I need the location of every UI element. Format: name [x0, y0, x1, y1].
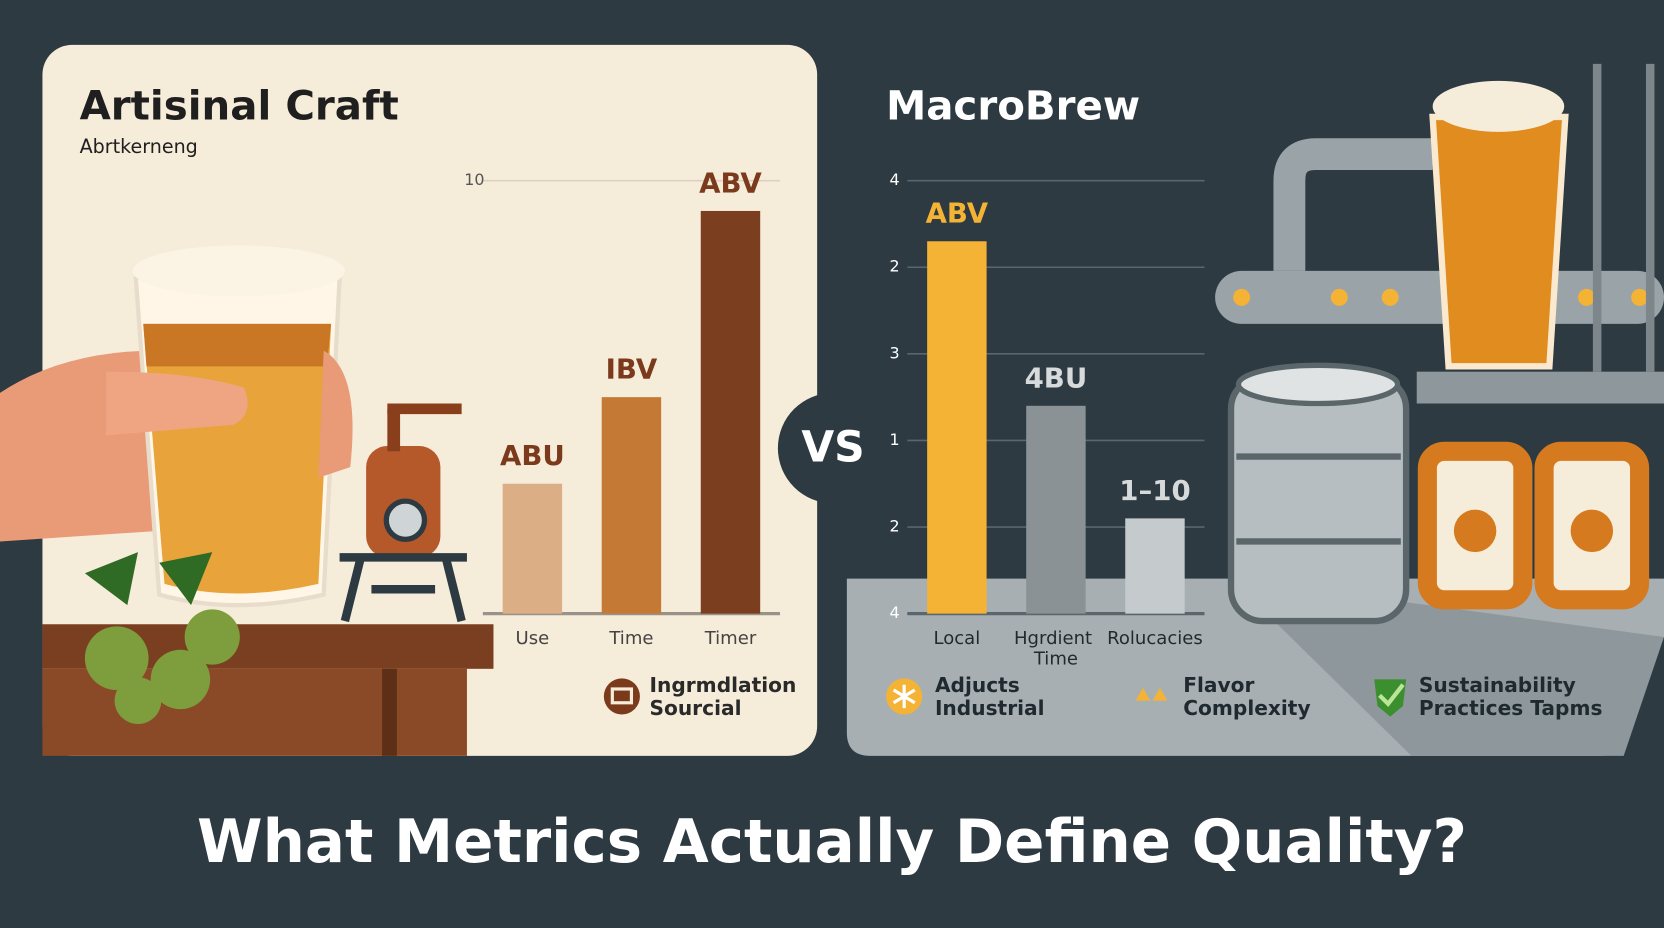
- y-tick-label: 10: [464, 170, 484, 189]
- bar-label: 1–10: [1119, 474, 1190, 507]
- chart-subtitle: Abrtkerneng: [80, 135, 198, 158]
- x-tick-label: Rolucacies: [1107, 628, 1203, 649]
- legend-label: Ingrmdlation Sourcial: [649, 672, 803, 719]
- macro-illustration: [846, 63, 1664, 756]
- chart-title: MacroBrew: [886, 82, 1140, 129]
- bar: [927, 241, 987, 614]
- bar: [1026, 405, 1086, 614]
- bar-label: IBV: [606, 353, 658, 386]
- chart-title: Artisinal Craft: [80, 82, 399, 129]
- legend-icons: [603, 678, 1407, 717]
- x-tick-label: Timer: [704, 628, 757, 649]
- x-tick-label: Use: [516, 628, 550, 649]
- vs-badge: [777, 392, 889, 504]
- x-tick-label: Time: [608, 628, 653, 649]
- bar: [700, 210, 761, 614]
- y-tick-label: 4: [890, 170, 900, 189]
- vs-text: VS: [801, 424, 864, 473]
- bar-label: 4BU: [1025, 361, 1088, 394]
- legend-label: Flavor Complexity: [1183, 672, 1310, 719]
- y-tick-label: 3: [890, 343, 900, 362]
- legend-label: Sustainability Practices Tapms: [1419, 672, 1603, 719]
- bar: [1125, 518, 1185, 614]
- craft-illustration: [0, 245, 494, 756]
- legend-label: Adjucts Industrial: [935, 672, 1045, 719]
- y-tick-label: 4: [890, 603, 900, 622]
- headline: What Metrics Actually Define Quality?: [197, 808, 1467, 877]
- y-tick-label: 1: [890, 430, 900, 449]
- bar-label: ABU: [500, 439, 565, 472]
- bar: [502, 483, 563, 614]
- bar-label: ABV: [699, 166, 762, 199]
- y-tick-label: 2: [890, 257, 900, 276]
- bar-label: ABV: [926, 197, 989, 230]
- x-tick-label: Local: [934, 628, 981, 649]
- y-tick-label: 2: [890, 517, 900, 536]
- x-tick-label: Hgrdient Time: [1014, 628, 1098, 669]
- bar: [601, 397, 662, 614]
